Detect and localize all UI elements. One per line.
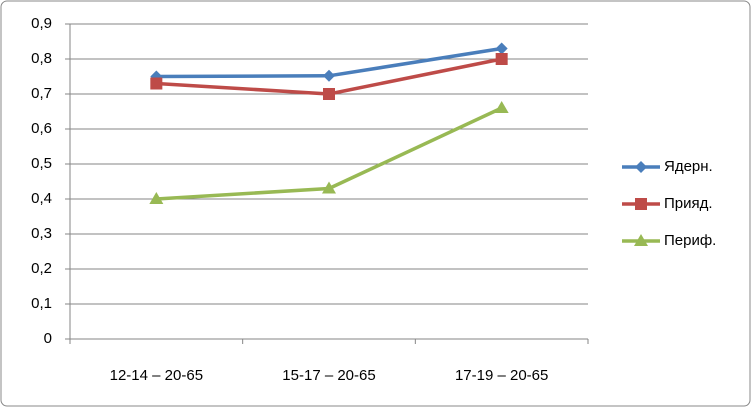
legend-marker bbox=[634, 234, 648, 246]
legend-label: Ядерн. bbox=[664, 158, 713, 175]
legend-label: Прияд. bbox=[664, 195, 713, 212]
data-point bbox=[323, 69, 335, 82]
y-tick-label: 0,4 bbox=[31, 190, 52, 207]
data-point bbox=[150, 77, 163, 90]
y-tick-label: 0,5 bbox=[31, 155, 52, 172]
x-tick-label: 12-14 – 20-65 bbox=[110, 367, 203, 384]
data-point bbox=[149, 192, 164, 204]
y-tick-label: 0,6 bbox=[31, 120, 52, 137]
y-tick-label: 0,2 bbox=[31, 260, 52, 277]
legend-marker bbox=[635, 161, 647, 173]
data-point bbox=[495, 53, 508, 65]
data-point bbox=[322, 181, 336, 194]
y-tick-label: 0,9 bbox=[31, 15, 52, 32]
x-tick-label: 17-19 – 20-65 bbox=[455, 367, 548, 384]
data-point bbox=[495, 42, 508, 55]
y-tick-label: 0,3 bbox=[31, 225, 52, 242]
legend-marker bbox=[635, 198, 647, 210]
data-point bbox=[494, 101, 509, 113]
data-point bbox=[323, 88, 335, 100]
y-tick-label: 0,8 bbox=[31, 50, 52, 67]
y-tick-label: 0,1 bbox=[31, 295, 52, 312]
legend-label: Периф. bbox=[664, 232, 716, 249]
y-tick-label: 0,7 bbox=[31, 85, 52, 102]
x-tick-label: 15-17 – 20-65 bbox=[282, 367, 375, 384]
y-tick-label: 0 bbox=[44, 330, 52, 347]
